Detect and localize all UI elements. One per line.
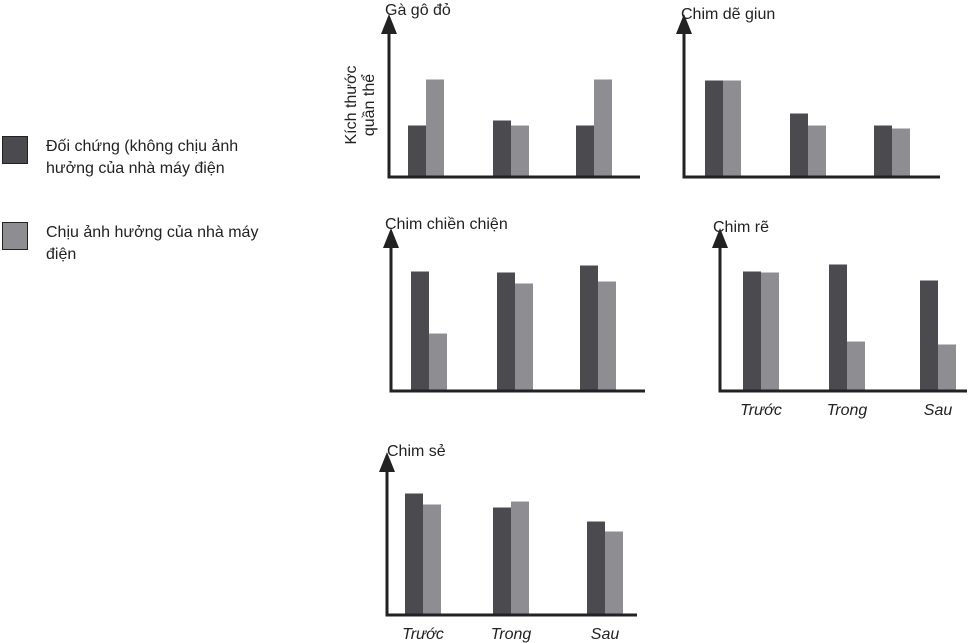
bar-4-0-0 (405, 493, 423, 614)
bar-3-1-0 (829, 264, 847, 390)
bar-1-2-0 (874, 125, 892, 176)
bar-0-1-1 (511, 125, 529, 176)
x-tick-label-4-1: Trong (491, 626, 532, 643)
bar-0-0-1 (426, 79, 444, 176)
bar-0-1-0 (493, 120, 511, 176)
legend-swatch-affected (2, 222, 28, 250)
chart-title-3: Chim rẽ (713, 219, 769, 236)
y-axis-label-line-0: Kích thước (343, 65, 360, 144)
chart-title-0: Gà gô đỏ (385, 2, 451, 19)
legend-item-control: Đối chứng (không chịu ảnh hưởng của nhà … (2, 136, 276, 180)
y-axis-arrow-3 (712, 228, 728, 248)
chart-title-1: Chim dẽ giun (681, 6, 775, 23)
bar-4-2-1 (605, 531, 623, 614)
bar-0-2-1 (594, 79, 612, 176)
bar-3-0-1 (761, 272, 779, 390)
bar-4-1-1 (511, 501, 529, 614)
legend-label-control: Đối chứng (không chịu ảnh hưởng của nhà … (46, 138, 239, 177)
x-tick-label-4-0: Trước (402, 626, 444, 643)
bar-4-0-1 (423, 504, 441, 614)
bar-2-2-0 (580, 265, 598, 390)
y-axis-label-line-1: quần thể (360, 74, 378, 136)
bar-2-1-1 (515, 283, 533, 390)
chart-title-4: Chim sẻ (387, 443, 446, 460)
bar-3-2-0 (920, 280, 938, 390)
bar-0-0-0 (408, 125, 426, 176)
bar-4-1-0 (493, 507, 511, 614)
bar-3-0-0 (743, 271, 761, 390)
y-axis-arrow-2 (383, 228, 399, 248)
y-axis-arrow-1 (676, 14, 692, 34)
bar-4-2-0 (587, 521, 605, 614)
bar-2-1-0 (497, 272, 515, 390)
bar-2-0-1 (429, 333, 447, 390)
x-tick-label-3-2: Sau (924, 402, 953, 419)
x-tick-label-3-1: Trong (827, 402, 868, 419)
bar-1-0-0 (705, 80, 723, 176)
bar-0-2-0 (576, 125, 594, 176)
x-tick-label-4-2: Sau (591, 626, 620, 643)
chart-title-2: Chim chiền chiện (385, 216, 508, 233)
y-axis-arrow-4 (379, 452, 395, 472)
bar-1-1-1 (808, 125, 826, 176)
bar-2-0-0 (411, 271, 429, 390)
bar-1-2-1 (892, 128, 910, 176)
x-tick-label-3-0: Trước (740, 402, 782, 419)
y-axis-label: Kích thướcquần thể (343, 65, 378, 144)
bar-2-2-1 (598, 281, 616, 390)
bar-3-1-1 (847, 341, 865, 390)
y-axis-arrow-0 (381, 14, 397, 34)
bar-1-1-0 (790, 113, 808, 176)
legend-item-affected: Chịu ảnh hưởng của nhà máy điện (2, 222, 276, 266)
bar-1-0-1 (723, 80, 741, 176)
legend-swatch-control (2, 136, 28, 164)
legend-label-affected: Chịu ảnh hưởng của nhà máy điện (46, 224, 259, 263)
bar-3-2-1 (938, 344, 956, 390)
